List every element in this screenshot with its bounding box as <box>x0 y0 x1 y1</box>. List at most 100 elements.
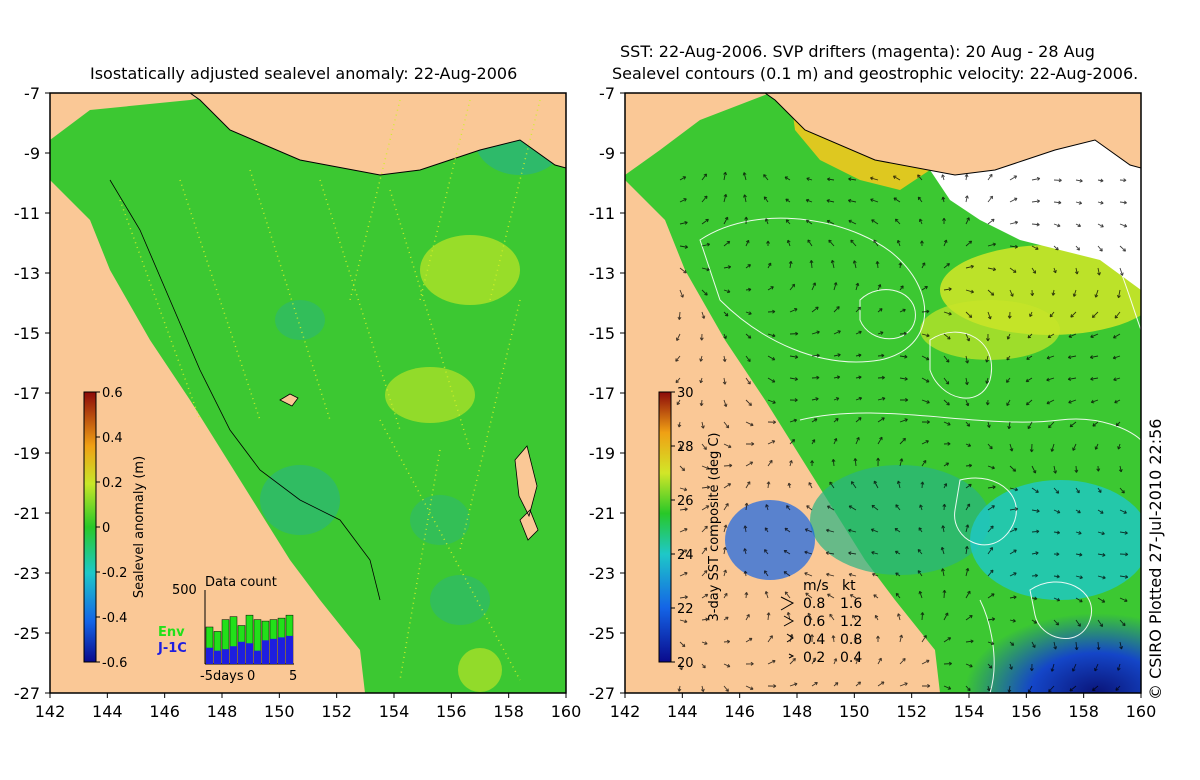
velocity-vector <box>833 418 839 423</box>
velocity-vector <box>745 614 750 621</box>
velocity-vector <box>943 311 952 316</box>
velocity-vector <box>855 282 860 291</box>
left-colorbar-ticks: 0.6 0.4 0.2 0 -0.2 -0.4 -0.6 <box>96 386 127 671</box>
velocity-vector <box>701 267 710 272</box>
left-anomaly-high <box>420 235 520 305</box>
velocity-vector <box>847 198 857 203</box>
velocity-vector <box>722 546 727 555</box>
velocity-vector <box>894 218 901 225</box>
velocity-vector <box>920 612 925 621</box>
velocity-vector <box>987 547 994 555</box>
velocity-vector <box>1119 487 1125 494</box>
velocity-vector <box>855 658 859 665</box>
velocity-vector <box>987 663 993 669</box>
velocity-vector <box>807 239 813 247</box>
velocity-vector <box>855 436 860 445</box>
velocity-vector <box>833 375 841 380</box>
velocity-vector <box>965 421 971 427</box>
velocity-vector <box>1031 551 1039 556</box>
velocity-vector <box>921 377 930 383</box>
velocity-vector <box>676 333 681 341</box>
velocity-vector <box>1006 399 1011 406</box>
velocity-vector <box>921 459 927 467</box>
velocity-vector <box>852 260 857 269</box>
velocity-header-kt: kt <box>842 578 856 594</box>
velocity-vector <box>1091 311 1099 318</box>
velocity-vector <box>942 503 947 511</box>
velocity-vector <box>941 525 946 533</box>
velocity-vector <box>1071 663 1077 672</box>
velocity-vector <box>700 685 705 693</box>
velocity-vector <box>723 421 730 429</box>
velocity-ms-3: 0.2 <box>803 650 825 666</box>
velocity-vector <box>1097 223 1104 228</box>
velocity-vector <box>677 685 682 692</box>
velocity-vector <box>804 572 813 577</box>
velocity-vector <box>783 549 791 555</box>
plot-credit: © CSIRO Plotted 27-Jul-2010 22:56 <box>1146 418 1165 700</box>
velocity-vector <box>1090 376 1099 381</box>
velocity-vector <box>986 685 991 692</box>
velocity-vector <box>921 659 930 665</box>
velocity-vector <box>965 333 971 342</box>
velocity-vector <box>1027 333 1033 339</box>
velocity-vector <box>722 355 727 362</box>
velocity-vector <box>745 461 754 467</box>
velocity-vector <box>848 505 857 511</box>
velocity-vector <box>1031 509 1040 513</box>
velocity-vector <box>1097 509 1104 514</box>
velocity-vector <box>1029 311 1033 318</box>
velocity-vector <box>767 684 777 689</box>
velocity-vector <box>921 420 930 424</box>
velocity-vector <box>1119 530 1128 535</box>
velocity-vector <box>783 571 791 577</box>
left-map <box>50 93 566 693</box>
velocity-vector <box>965 240 973 247</box>
velocity-vector <box>1119 267 1124 276</box>
velocity-vector <box>943 333 951 340</box>
velocity-vector <box>1009 618 1016 623</box>
right-velocity-arrows <box>675 171 1129 693</box>
velocity-vector <box>1009 595 1017 600</box>
velocity-vector <box>1051 289 1056 296</box>
velocity-vector <box>1031 641 1036 648</box>
velocity-vector <box>1007 685 1012 693</box>
velocity-vector <box>679 198 687 203</box>
velocity-vector <box>767 440 776 445</box>
velocity-vector <box>1053 574 1060 579</box>
velocity-vector <box>811 306 819 313</box>
velocity-vector <box>745 421 754 427</box>
velocity-vector <box>985 399 990 406</box>
velocity-vector <box>1075 597 1083 603</box>
right-colorbar-tick-label: 20 <box>677 656 694 671</box>
velocity-vector <box>1075 200 1083 205</box>
left-anomaly-low-4 <box>275 300 325 340</box>
velocity-vector <box>1009 663 1013 670</box>
left-lon-tick-label: 156 <box>436 702 467 721</box>
velocity-vector <box>1075 531 1082 535</box>
left-colorbar-tick-label: -0.6 <box>102 656 127 671</box>
velocity-vector <box>1117 289 1121 299</box>
velocity-arrow-1 <box>783 615 795 627</box>
velocity-vector <box>833 658 838 665</box>
velocity-vector <box>827 593 835 599</box>
velocity-vector <box>811 657 817 665</box>
velocity-vector <box>1119 552 1129 557</box>
velocity-vector <box>920 240 924 247</box>
right-axes: 142 144 146 148 150 152 154 156 158 160 -7 -9 -11 -13… <box>589 84 1156 721</box>
velocity-vector <box>1114 399 1121 404</box>
velocity-vector <box>1090 399 1099 404</box>
velocity-vector <box>875 261 880 269</box>
velocity-vector <box>1050 443 1055 452</box>
right-lat-tick-label: -21 <box>589 504 615 523</box>
velocity-vector <box>1074 465 1079 473</box>
velocity-vector <box>892 175 901 181</box>
left-lat-tick-label: -21 <box>14 504 40 523</box>
right-lon-tick-label: 146 <box>724 702 755 721</box>
velocity-vector <box>723 289 731 294</box>
velocity-vector <box>850 239 857 247</box>
velocity-vector <box>877 681 885 687</box>
velocity-vector <box>940 546 945 555</box>
velocity-vector <box>964 173 969 181</box>
velocity-vector <box>941 174 945 181</box>
